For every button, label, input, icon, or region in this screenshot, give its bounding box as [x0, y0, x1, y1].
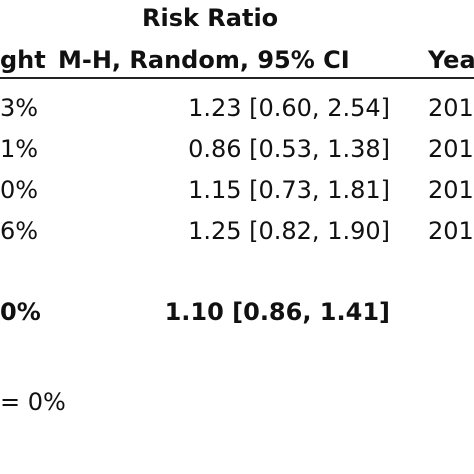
year-cell: 201	[428, 217, 474, 245]
year-cell: 201	[428, 176, 474, 204]
year-cell: 201	[428, 94, 474, 122]
heterogeneity-text: = 0%	[0, 388, 66, 416]
weight-cell: 3%	[0, 94, 39, 122]
weight-cell: 0%	[0, 176, 39, 204]
risk-ratio-cell: 1.25 [0.82, 1.90]	[188, 217, 390, 245]
risk-ratio-cell: 1.23 [0.60, 2.54]	[188, 94, 390, 122]
weight-cell: 6%	[0, 217, 39, 245]
year-cell: 201	[428, 135, 474, 163]
weight-cell: 1%	[0, 135, 39, 163]
year-column-header: Yea	[428, 46, 474, 74]
weight-column-header: ght	[0, 46, 46, 74]
risk-ratio-title: Risk Ratio	[142, 4, 279, 32]
header-rule	[0, 77, 474, 79]
total-risk-ratio-cell: 1.10 [0.86, 1.41]	[164, 298, 390, 326]
risk-ratio-cell: 1.15 [0.73, 1.81]	[188, 176, 390, 204]
method-column-header: M-H, Random, 95% CI	[58, 46, 350, 74]
total-weight-cell: 0%	[0, 298, 41, 326]
risk-ratio-cell: 0.86 [0.53, 1.38]	[188, 135, 390, 163]
